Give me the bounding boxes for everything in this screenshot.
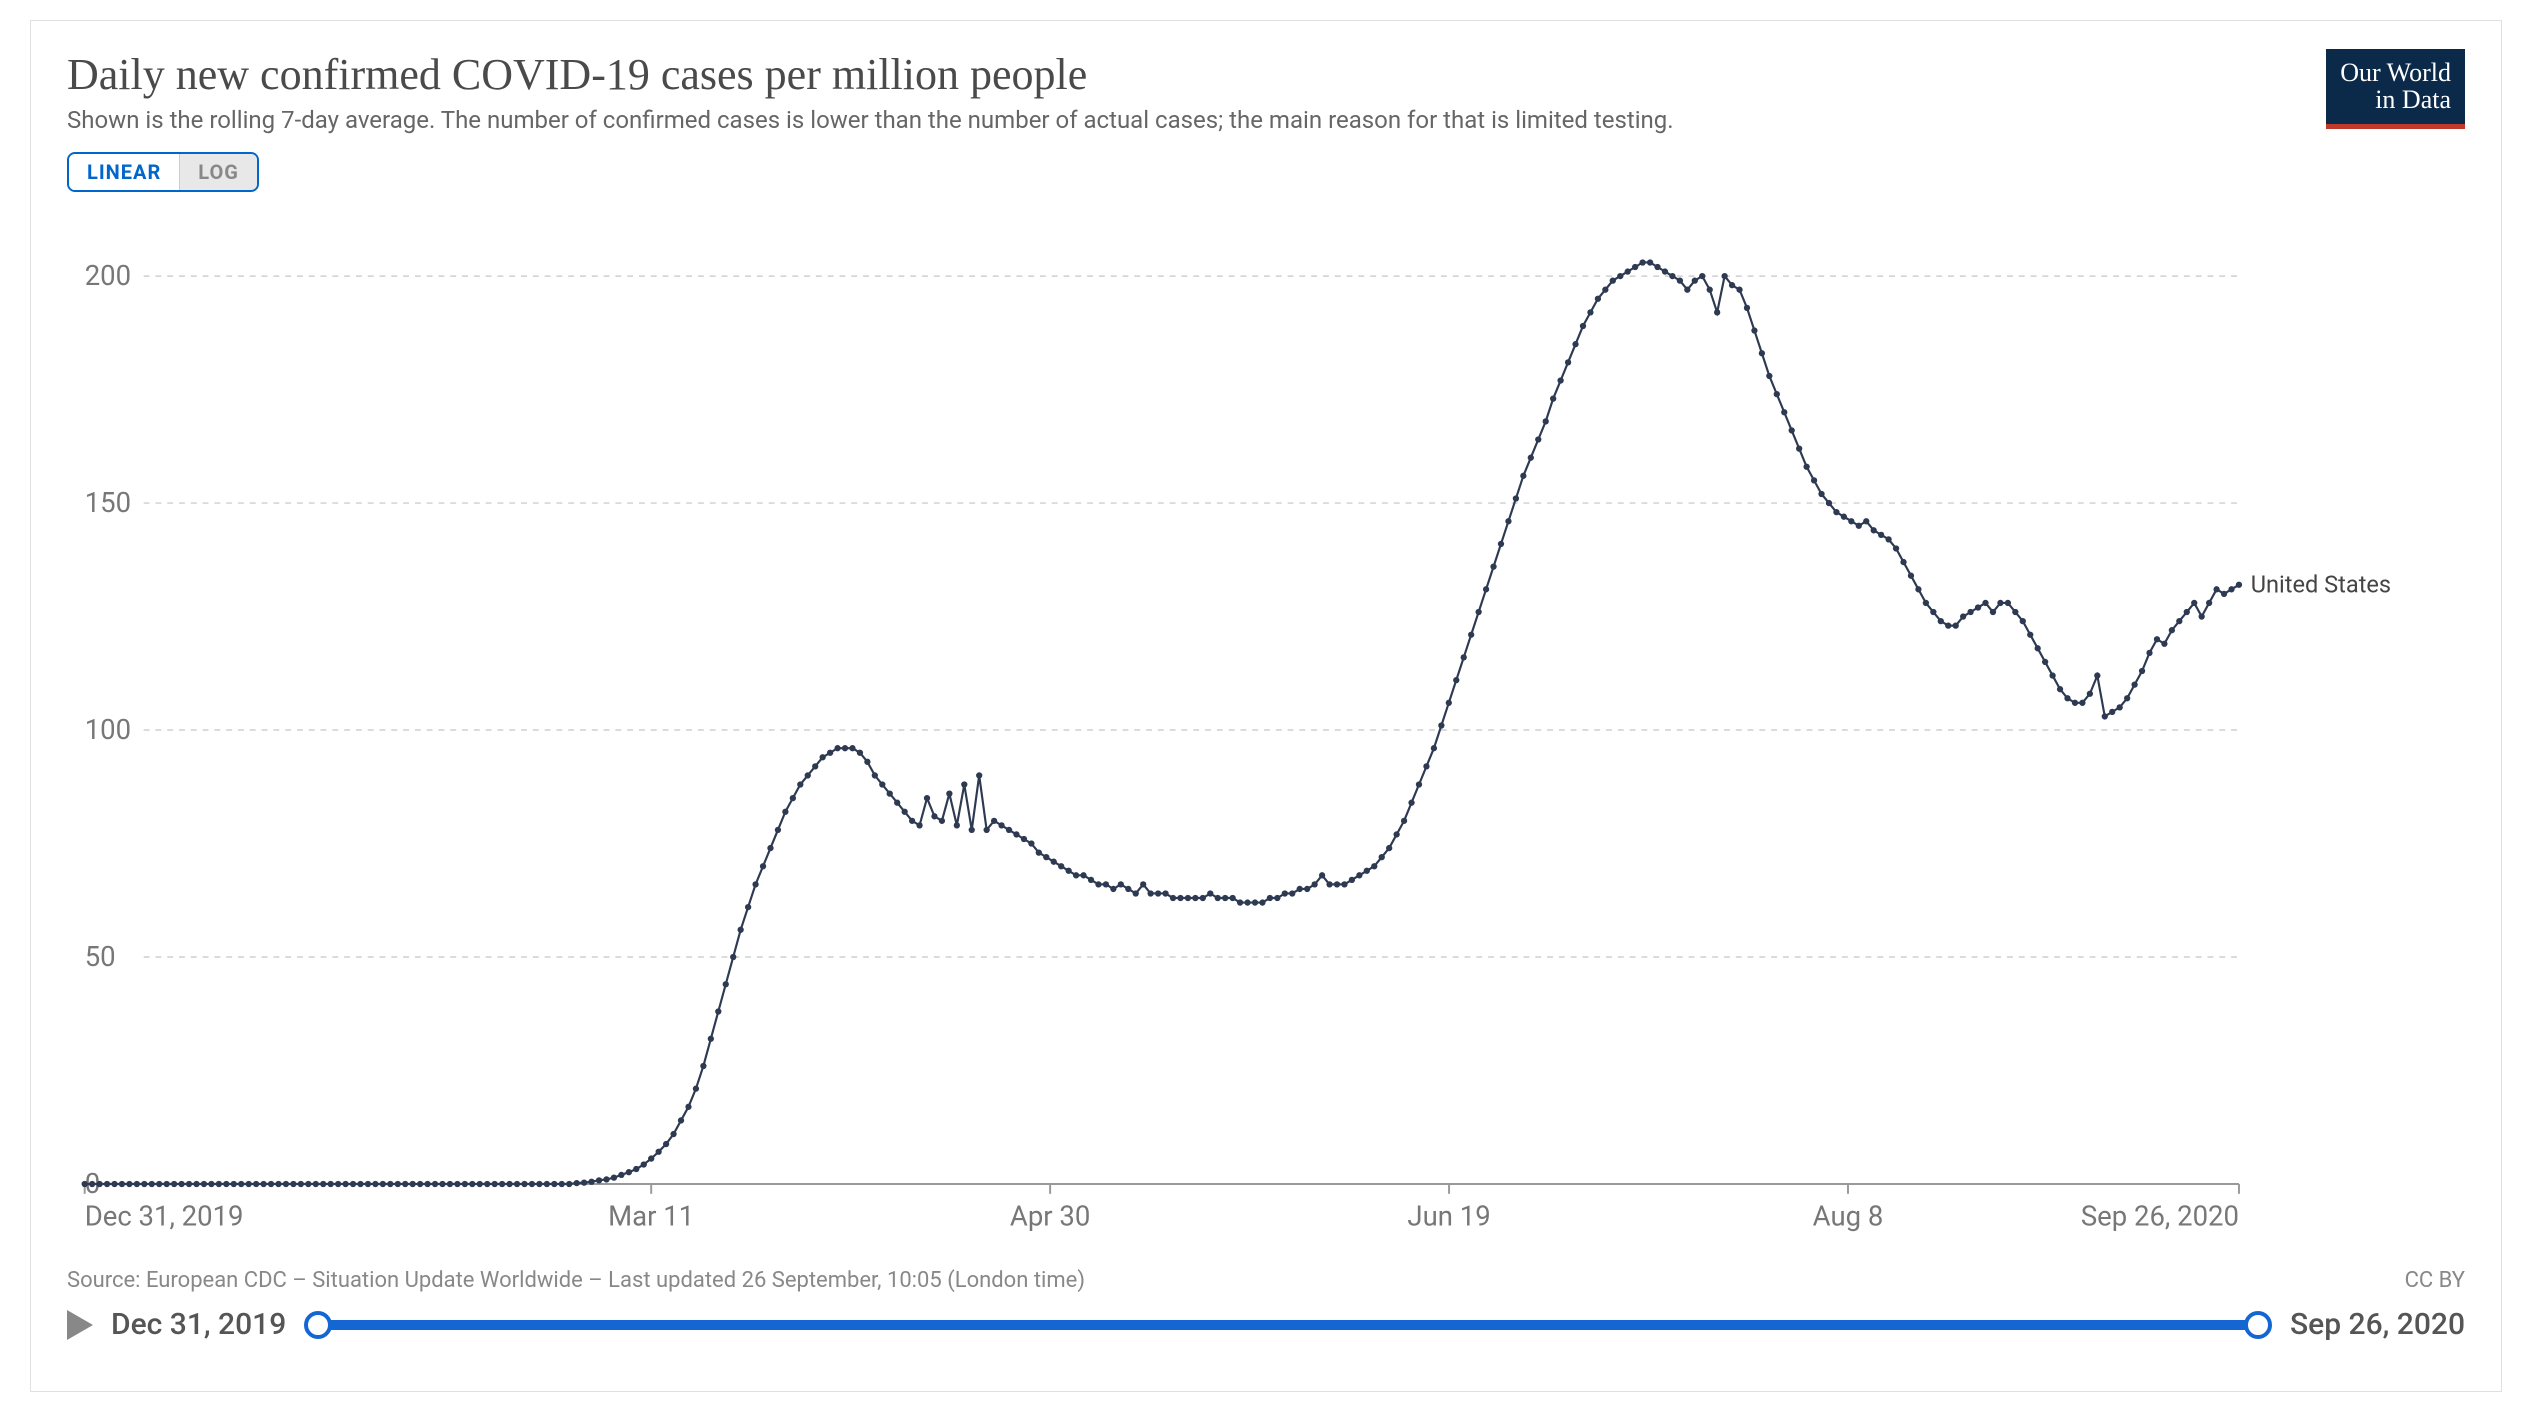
series-labels: United States bbox=[2251, 571, 2391, 599]
svg-text:50: 50 bbox=[85, 940, 116, 973]
header: Daily new confirmed COVID-19 cases per m… bbox=[67, 49, 2465, 134]
slider-handle-end[interactable] bbox=[2244, 1311, 2272, 1339]
gridlines bbox=[144, 276, 2239, 957]
scale-log-button[interactable]: LOG bbox=[179, 154, 257, 190]
scale-linear-button[interactable]: LINEAR bbox=[69, 154, 179, 190]
scale-toggle: LINEAR LOG bbox=[67, 152, 259, 192]
svg-text:United States: United States bbox=[2251, 571, 2391, 599]
logo-line1: Our World bbox=[2340, 58, 2451, 87]
slider-handle-start[interactable] bbox=[304, 1311, 332, 1339]
svg-text:100: 100 bbox=[85, 713, 131, 746]
logo-line2: in Data bbox=[2375, 85, 2451, 114]
y-axis-ticks: 050100150200 bbox=[85, 259, 131, 1200]
svg-text:Dec 31, 2019: Dec 31, 2019 bbox=[85, 1199, 244, 1232]
plot-area: 050100150200 Dec 31, 2019Mar 11Apr 30Jun… bbox=[67, 202, 2465, 1252]
svg-text:Jun 19: Jun 19 bbox=[1407, 1199, 1490, 1232]
svg-text:Mar 11: Mar 11 bbox=[608, 1199, 694, 1232]
license-text[interactable]: CC BY bbox=[2405, 1268, 2465, 1293]
owid-logo[interactable]: Our World in Data bbox=[2326, 49, 2465, 129]
source-text: Source: European CDC – Situation Update … bbox=[67, 1268, 1085, 1293]
slider-start-date: Dec 31, 2019 bbox=[111, 1307, 286, 1342]
svg-text:Apr 30: Apr 30 bbox=[1010, 1199, 1090, 1232]
chart-subtitle: Shown is the rolling 7-day average. The … bbox=[67, 106, 2326, 134]
svg-text:Aug 8: Aug 8 bbox=[1813, 1199, 1884, 1232]
play-icon[interactable] bbox=[67, 1310, 93, 1340]
x-axis-ticks: Dec 31, 2019 Mar 11 Apr 30 Jun 19 Aug 8 Sep 2… bbox=[85, 1184, 2239, 1232]
plot-svg: 050100150200 Dec 31, 2019Mar 11Apr 30Jun… bbox=[67, 202, 2465, 1252]
svg-text:150: 150 bbox=[85, 486, 131, 519]
slider-end-date: Sep 26, 2020 bbox=[2290, 1307, 2465, 1342]
slider-track[interactable] bbox=[304, 1310, 2272, 1340]
chart-title: Daily new confirmed COVID-19 cases per m… bbox=[67, 49, 2326, 100]
title-block: Daily new confirmed COVID-19 cases per m… bbox=[67, 49, 2326, 134]
slider-bar bbox=[318, 1320, 2258, 1330]
series-group bbox=[82, 259, 2243, 1187]
svg-text:200: 200 bbox=[85, 259, 131, 292]
svg-text:Sep 26, 2020: Sep 26, 2020 bbox=[2081, 1199, 2239, 1232]
chart-container: Daily new confirmed COVID-19 cases per m… bbox=[30, 20, 2502, 1392]
time-slider: Dec 31, 2019 Sep 26, 2020 bbox=[67, 1307, 2465, 1342]
footer: Source: European CDC – Situation Update … bbox=[67, 1268, 2465, 1293]
